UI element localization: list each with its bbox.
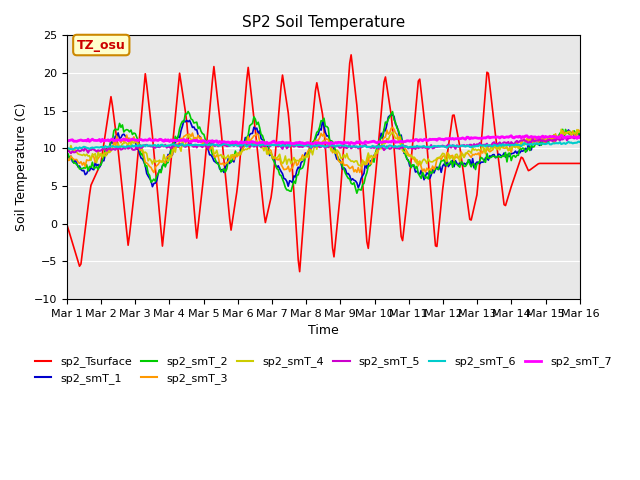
sp2_smT_5 — [576, 134, 584, 140]
sp2_smT_2 — [243, 134, 251, 140]
sp2_smT_1 — [233, 152, 241, 158]
sp2_smT_1 — [63, 152, 70, 157]
sp2_smT_7 — [125, 138, 133, 144]
X-axis label: Time: Time — [308, 324, 339, 337]
sp2_smT_1 — [355, 185, 362, 191]
Title: SP2 Soil Temperature: SP2 Soil Temperature — [242, 15, 405, 30]
sp2_smT_3 — [289, 165, 296, 171]
sp2_smT_5 — [243, 142, 251, 148]
sp2_smT_5 — [549, 138, 557, 144]
sp2_smT_7 — [326, 142, 333, 147]
Legend: sp2_Tsurface, sp2_smT_1, sp2_smT_2, sp2_smT_3, sp2_smT_4, sp2_smT_5, sp2_smT_6, : sp2_Tsurface, sp2_smT_1, sp2_smT_2, sp2_… — [30, 352, 616, 388]
sp2_smT_7 — [557, 132, 565, 138]
sp2_smT_1 — [241, 134, 249, 140]
sp2_smT_4 — [233, 150, 241, 156]
sp2_smT_1 — [125, 139, 133, 144]
sp2_smT_2 — [217, 169, 225, 175]
sp2_smT_6 — [575, 139, 582, 144]
sp2_smT_7 — [549, 134, 557, 140]
sp2_smT_2 — [353, 191, 361, 196]
sp2_smT_3 — [243, 140, 251, 146]
sp2_smT_4 — [125, 137, 133, 143]
sp2_smT_4 — [63, 146, 70, 152]
Line: sp2_smT_7: sp2_smT_7 — [67, 135, 580, 144]
sp2_smT_2 — [63, 152, 70, 157]
Line: sp2_smT_3: sp2_smT_3 — [67, 128, 580, 172]
sp2_smT_6 — [63, 144, 70, 150]
sp2_Tsurface — [287, 147, 295, 153]
sp2_smT_4 — [216, 153, 223, 158]
sp2_smT_6 — [234, 143, 242, 149]
sp2_smT_7 — [63, 139, 70, 144]
sp2_smT_7 — [233, 139, 241, 145]
Line: sp2_smT_6: sp2_smT_6 — [67, 142, 580, 149]
sp2_smT_6 — [549, 141, 557, 146]
sp2_smT_4 — [557, 126, 565, 132]
sp2_smT_4 — [241, 146, 249, 152]
sp2_smT_5 — [127, 144, 135, 150]
sp2_smT_3 — [388, 125, 396, 131]
sp2_Tsurface — [63, 221, 70, 227]
Line: sp2_smT_2: sp2_smT_2 — [67, 111, 580, 193]
sp2_smT_6 — [289, 142, 296, 147]
sp2_smT_7 — [216, 139, 223, 144]
sp2_smT_6 — [68, 146, 76, 152]
Line: sp2_smT_1: sp2_smT_1 — [67, 115, 580, 188]
sp2_Tsurface — [550, 160, 558, 166]
sp2_smT_3 — [217, 161, 225, 167]
sp2_smT_1 — [216, 166, 223, 172]
sp2_Tsurface — [576, 160, 584, 166]
sp2_smT_4 — [287, 161, 295, 167]
sp2_smT_3 — [576, 129, 584, 134]
sp2_smT_2 — [184, 108, 192, 114]
sp2_smT_6 — [576, 139, 584, 145]
sp2_smT_7 — [287, 141, 295, 146]
sp2_smT_3 — [150, 169, 157, 175]
sp2_smT_6 — [217, 143, 225, 148]
Line: sp2_smT_4: sp2_smT_4 — [67, 129, 580, 166]
sp2_smT_3 — [125, 135, 133, 141]
sp2_smT_3 — [550, 141, 558, 146]
sp2_smT_7 — [576, 135, 584, 141]
sp2_smT_2 — [289, 183, 296, 189]
sp2_smT_5 — [289, 143, 296, 149]
sp2_smT_1 — [387, 112, 395, 118]
sp2_Tsurface — [348, 52, 355, 58]
sp2_smT_7 — [241, 139, 249, 145]
sp2_smT_3 — [63, 152, 70, 158]
sp2_Tsurface — [216, 114, 223, 120]
sp2_smT_5 — [234, 142, 242, 148]
sp2_smT_4 — [549, 133, 557, 139]
Y-axis label: Soil Temperature (C): Soil Temperature (C) — [15, 103, 28, 231]
sp2_smT_2 — [576, 131, 584, 136]
Line: sp2_Tsurface: sp2_Tsurface — [67, 55, 580, 272]
sp2_smT_2 — [125, 129, 133, 135]
sp2_Tsurface — [241, 94, 249, 99]
sp2_Tsurface — [233, 190, 241, 195]
sp2_smT_2 — [550, 132, 558, 138]
sp2_smT_3 — [234, 153, 242, 158]
sp2_smT_5 — [63, 148, 70, 154]
sp2_smT_5 — [217, 142, 225, 147]
sp2_smT_2 — [234, 152, 242, 158]
sp2_smT_6 — [127, 144, 135, 150]
Line: sp2_smT_5: sp2_smT_5 — [67, 136, 580, 153]
sp2_smT_4 — [357, 163, 365, 169]
sp2_Tsurface — [296, 269, 303, 275]
sp2_Tsurface — [125, 232, 133, 238]
sp2_smT_1 — [287, 179, 295, 184]
sp2_smT_1 — [576, 132, 584, 138]
sp2_smT_5 — [67, 150, 75, 156]
sp2_smT_1 — [550, 133, 558, 139]
Text: TZ_osu: TZ_osu — [77, 38, 125, 51]
sp2_smT_6 — [243, 144, 251, 149]
sp2_smT_5 — [575, 133, 582, 139]
sp2_smT_4 — [576, 129, 584, 134]
